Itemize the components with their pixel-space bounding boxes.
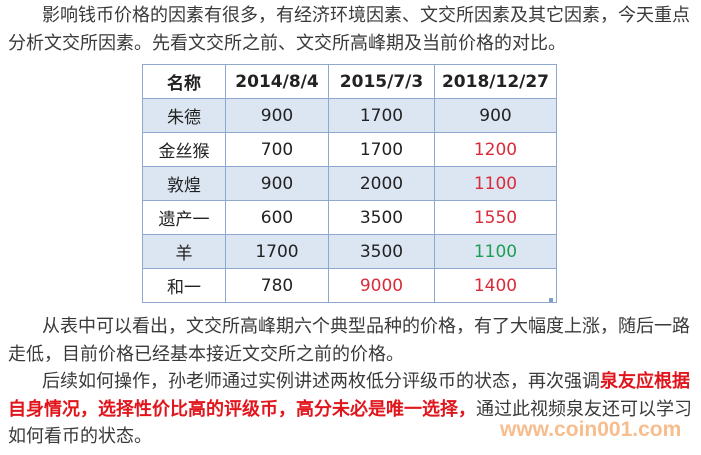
cell-value: 900	[225, 98, 329, 133]
header-date-2014: 2014/8/4	[225, 64, 329, 99]
cell-value: 780	[225, 268, 329, 303]
cell-name: 羊	[142, 234, 226, 269]
header-date-2018: 2018/12/27	[434, 64, 557, 99]
cell-value: 1200	[434, 132, 557, 167]
table-row: 遗产一 600 3500 1550	[142, 200, 557, 235]
cell-value: 1700	[225, 234, 329, 269]
watermark: www.coin001.com	[500, 418, 682, 441]
table-row: 敦煌 900 2000 1100	[142, 166, 557, 201]
price-table: 名称 2014/8/4 2015/7/3 2018/12/27 朱德 900 1…	[142, 64, 557, 303]
table-row: 朱德 900 1700 900	[142, 98, 557, 133]
cell-value: 2000	[328, 166, 435, 201]
cell-value: 9000	[328, 268, 435, 303]
cell-name: 金丝猴	[142, 132, 226, 167]
cell-value: 1400	[434, 268, 557, 303]
highlighted-advice: 泉友应根据自身情况，选择性价比高的评级币，高分未必是唯一选择，	[8, 371, 690, 420]
cell-value: 900	[434, 98, 557, 133]
cell-name: 和一	[142, 268, 226, 303]
table-row: 和一 780 9000 1400	[142, 268, 557, 303]
intro-paragraph: 影响钱币价格的因素有很多，有经济环境因素、文交所因素及其它因素，今天重点分析文交…	[8, 5, 690, 54]
cell-value: 1700	[328, 98, 435, 133]
header-name: 名称	[142, 64, 226, 99]
cell-value: 1100	[434, 234, 557, 269]
conclusion-text-end: 通过此视频泉友还可以学习如何看币的状态。	[8, 398, 692, 448]
cell-name: 敦煌	[142, 166, 226, 201]
cell-value: 3500	[328, 200, 435, 235]
conclusion-paragraph: 后续如何操作，孙老师通过实例讲述两枚低分评级币的状态，再次强调泉友应根据自身情况…	[8, 368, 692, 451]
table-row: 金丝猴 700 1700 1200	[142, 132, 557, 167]
cell-value: 700	[225, 132, 329, 167]
cell-value: 1100	[434, 166, 557, 201]
cell-name: 遗产一	[142, 200, 226, 235]
table-resize-handle	[549, 298, 553, 302]
cell-value: 600	[225, 200, 329, 235]
header-date-2015: 2015/7/3	[328, 64, 435, 99]
analysis-paragraph: 从表中可以看出，文交所高峰期六个典型品种的价格，有了大幅度上涨，随后一路走低，目…	[8, 316, 690, 365]
cell-value: 1700	[328, 132, 435, 167]
table-row: 羊 1700 3500 1100	[142, 234, 557, 269]
cell-value: 900	[225, 166, 329, 201]
cell-name: 朱德	[142, 98, 226, 133]
table-header-row: 名称 2014/8/4 2015/7/3 2018/12/27	[142, 64, 557, 99]
conclusion-text: 后续如何操作，孙老师通过实例讲述两枚低分评级币的状态，再次强调	[42, 371, 600, 392]
cell-value: 3500	[328, 234, 435, 269]
cell-value: 1550	[434, 200, 557, 235]
